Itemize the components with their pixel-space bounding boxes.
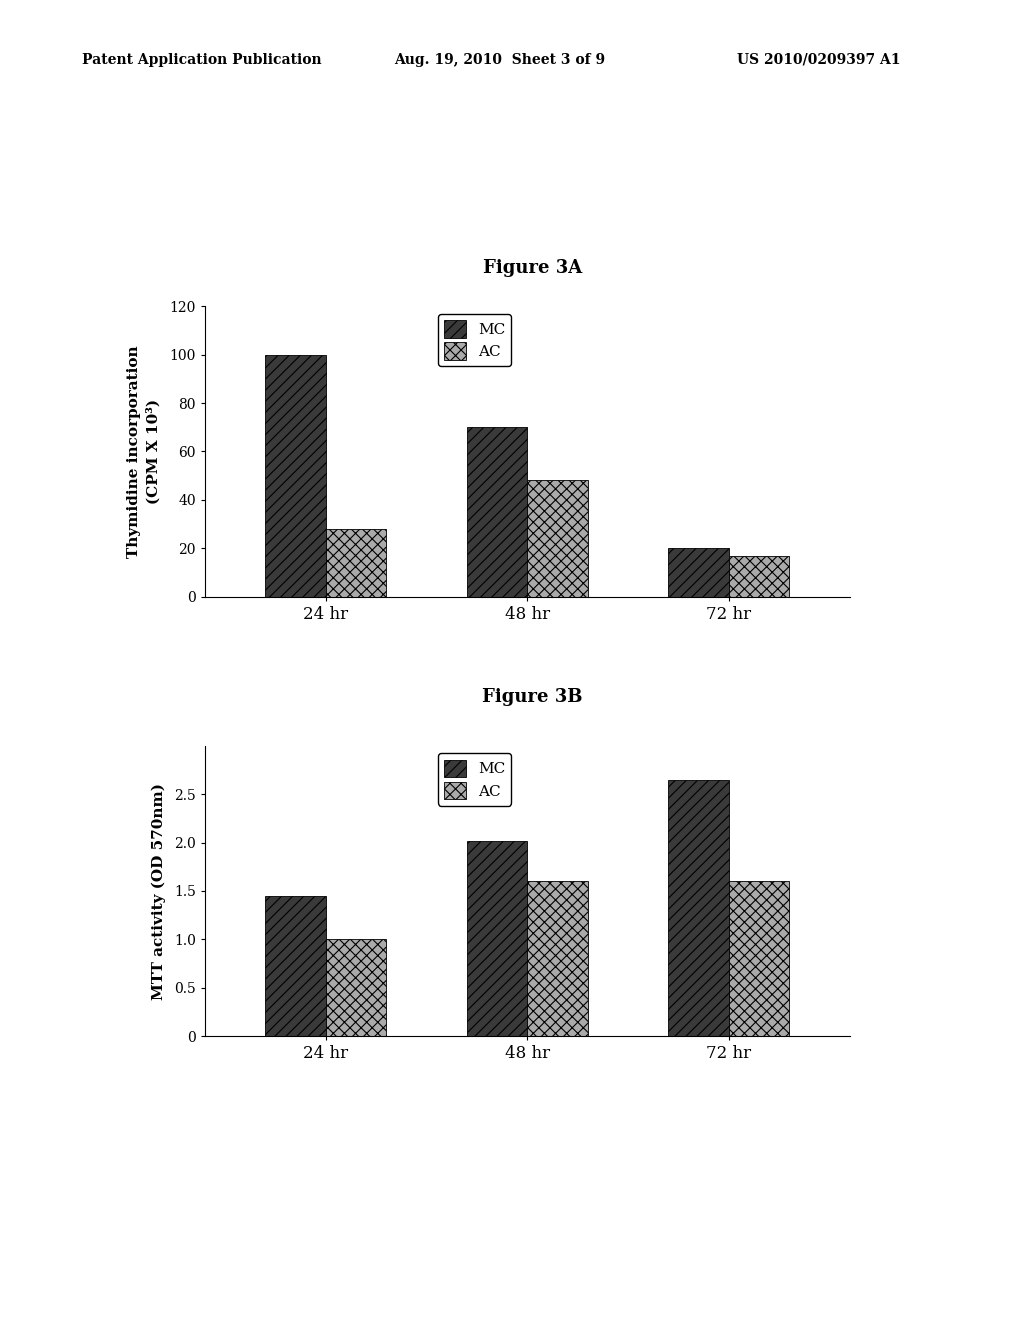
Bar	[265, 355, 326, 597]
Bar	[326, 529, 386, 597]
Bar	[729, 556, 790, 597]
Bar	[265, 896, 326, 1036]
Bar	[527, 480, 588, 597]
Bar	[669, 780, 729, 1036]
Text: Patent Application Publication: Patent Application Publication	[82, 53, 322, 67]
Text: Aug. 19, 2010  Sheet 3 of 9: Aug. 19, 2010 Sheet 3 of 9	[394, 53, 605, 67]
Text: Figure 3A: Figure 3A	[483, 259, 582, 277]
Legend: MC, AC: MC, AC	[438, 314, 511, 366]
Bar	[527, 882, 588, 1036]
Y-axis label: MTT activity (OD 570nm): MTT activity (OD 570nm)	[152, 783, 166, 999]
Bar	[467, 841, 527, 1036]
Bar	[467, 428, 527, 597]
Bar	[326, 940, 386, 1036]
Legend: MC, AC: MC, AC	[438, 754, 511, 805]
Bar	[669, 548, 729, 597]
Bar	[729, 882, 790, 1036]
Text: Figure 3B: Figure 3B	[482, 688, 583, 706]
Text: US 2010/0209397 A1: US 2010/0209397 A1	[737, 53, 901, 67]
Y-axis label: Thymidine incorporation
(CPM X 10³): Thymidine incorporation (CPM X 10³)	[127, 345, 161, 558]
